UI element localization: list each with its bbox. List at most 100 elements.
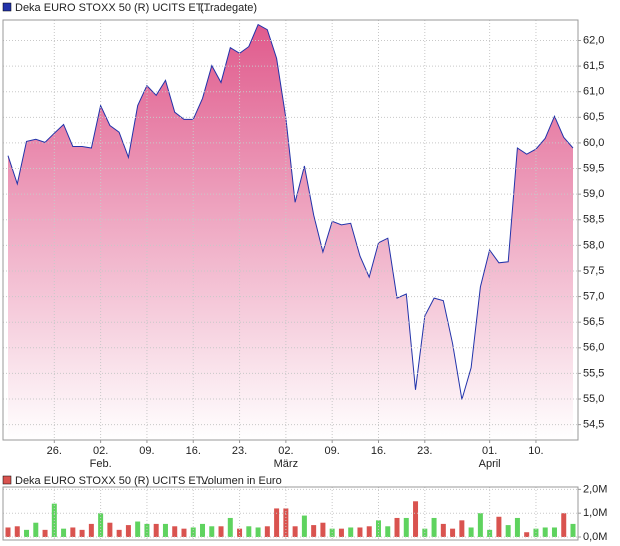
y-tick-label: 60,5 [583,111,604,123]
x-tick-label: 23. [417,445,432,457]
volume-bar [33,522,39,537]
y-tick-label: 57,0 [583,290,604,302]
volume-bar [209,526,215,537]
volume-bar [487,529,493,537]
legend-label: Deka EURO STOXX 50 (R) UCITS ET... [15,2,210,14]
y-tick-label: 54,5 [583,419,604,431]
volume-bar [181,528,187,537]
volume-bar [135,521,141,537]
y-tick-label: 55,5 [583,367,604,379]
volume-bar [375,520,381,537]
y-tick-label: 58,0 [583,239,604,251]
volume-bar [320,522,326,537]
volume-bar [570,523,576,537]
x-tick-label: 10. [528,445,543,457]
y-tick-label: 62,0 [583,34,604,46]
volume-bar [551,527,557,537]
volume-bar [5,527,11,537]
volume-bar [70,527,76,537]
volume-bar [162,523,168,537]
y-tick-label: 56,5 [583,316,604,328]
volume-bar [496,516,502,537]
source-label: (Tradegate) [200,2,257,14]
y-tick-label: 0,0M [583,531,607,543]
y-tick-label: 57,5 [583,265,604,277]
month-label: April [479,458,501,470]
volume-bar [524,532,530,537]
x-tick-label: 09. [325,445,340,457]
volume-bar [348,527,354,537]
y-tick-label: 1,0M [583,507,607,519]
volume-bar [338,528,344,537]
x-tick-label: 09. [139,445,154,457]
volume-bar [357,527,363,537]
volume-bar [255,527,261,537]
x-tick-label: 23. [232,445,247,457]
volume-bar [468,527,474,537]
volume-bar [450,528,456,537]
volume-bar [200,523,206,537]
volume-bar [125,525,131,537]
volume-bar [542,527,548,537]
volume-bar [505,525,511,537]
volume-bar [107,522,113,537]
volume-bar [264,526,270,537]
volume-bar [292,526,298,537]
volume-bar [301,515,307,537]
volume-bar [311,525,317,537]
y-tick-label: 59,5 [583,162,604,174]
volume-bar [514,517,520,537]
plot-frame [2,486,579,541]
y-tick-label: 2,0M [583,483,607,495]
y-tick-label: 61,0 [583,86,604,98]
legend-swatch [2,475,12,485]
y-tick-label: 55,0 [583,393,604,405]
volume-bar [144,523,150,537]
area-fill [8,24,573,440]
volume-bar [413,501,419,537]
volume-bar [246,526,252,537]
month-label: Feb. [90,458,112,470]
volume-bar [79,529,85,537]
x-tick-label: 02. [93,445,108,457]
volume-bar [394,517,400,537]
volume-bar [14,526,20,537]
volume-bar [477,513,483,537]
volume-bar [431,517,437,537]
volume-bar [440,523,446,537]
y-tick-label: 60,0 [583,137,604,149]
volume-bar [88,523,94,537]
price-line [7,23,574,400]
legend-label: Deka EURO STOXX 50 (R) UCITS ET... [15,475,210,487]
volume-bar [61,528,67,537]
x-tick-label: 01. [482,445,497,457]
volume-bar [42,529,48,537]
volume-bar [274,508,280,537]
y-tick-label: 58,5 [583,214,604,226]
volume-bar [116,529,122,537]
volume-label: Volumen in Euro [201,475,282,487]
y-tick-label: 61,5 [583,60,604,72]
volume-bar [24,529,30,537]
month-label: März [274,458,298,470]
volume-bar [459,520,465,537]
y-tick-label: 59,0 [583,188,604,200]
volume-bar [98,513,104,537]
x-tick-label: 02. [278,445,293,457]
volume-bar [227,517,233,537]
plot-frame [2,19,579,441]
volume-bar [385,526,391,537]
volume-bar [283,508,289,537]
legend-swatch [2,2,12,12]
volume-bar [153,523,159,537]
x-tick-label: 16. [186,445,201,457]
x-tick-label: 16. [371,445,386,457]
volume-bar [403,517,409,537]
y-tick-label: 56,0 [583,342,604,354]
x-tick-label: 26. [47,445,62,457]
volume-bar [172,526,178,537]
volume-bar [218,526,224,537]
volume-bar [561,513,567,537]
